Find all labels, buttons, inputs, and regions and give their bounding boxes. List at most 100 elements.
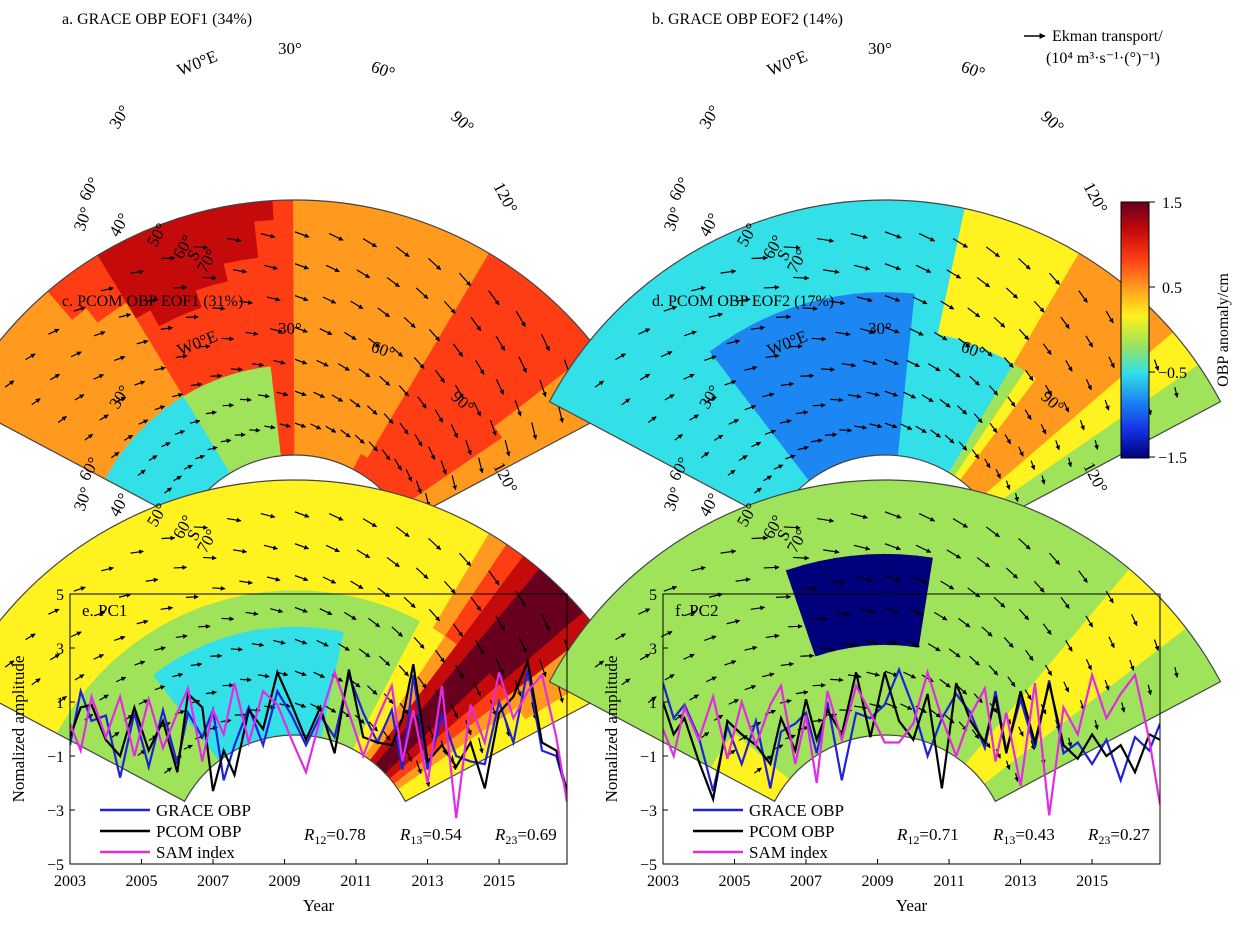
ekman-vector (279, 423, 291, 428)
field-cell (293, 199, 318, 220)
lon-label: 120° (489, 459, 521, 496)
ekman-vector (751, 441, 762, 448)
ekman-vector (118, 313, 132, 318)
ekman-vector (154, 366, 166, 371)
field-cell (251, 199, 278, 222)
field-cell (821, 201, 848, 225)
ekman-vector (137, 469, 146, 476)
ekman-vector (220, 438, 232, 444)
field-cell (974, 429, 995, 453)
correlation-symbol: R (399, 825, 411, 844)
field-cell (353, 411, 372, 435)
colorbar-tick-label: −1.5 (1158, 450, 1187, 467)
field-cell (327, 440, 342, 463)
lon-label: W0°E (764, 46, 810, 79)
field-cell (367, 720, 387, 743)
ekman-vector (138, 699, 149, 705)
field-cell (210, 436, 230, 459)
y-tick-label: 1 (56, 695, 64, 712)
field-cell (369, 419, 389, 443)
field-cell (276, 551, 297, 573)
field-cell (306, 326, 324, 349)
field-cell (192, 424, 214, 448)
field-cell (910, 438, 925, 461)
ekman-vector (202, 555, 217, 561)
field-cell (729, 477, 753, 498)
ekman-vector (1108, 356, 1115, 369)
field-cell (151, 775, 174, 794)
ekman-vector (927, 363, 941, 372)
ekman-vector (903, 391, 917, 399)
field-cell (848, 364, 865, 386)
lon-label: 30° (695, 102, 724, 132)
field-cell (1012, 469, 1035, 491)
field-cell (346, 728, 364, 751)
field-cell (823, 445, 840, 468)
field-cell (308, 570, 328, 593)
ekman-vectors (4, 231, 591, 508)
ekman-vector (49, 653, 61, 661)
ekman-vector (226, 237, 242, 243)
ekman-vector (230, 366, 243, 372)
field-cell (821, 573, 843, 597)
field-cell (791, 464, 811, 486)
field-cell (293, 588, 312, 609)
field-cell (268, 624, 285, 647)
ekman-vector (918, 233, 936, 242)
ekman-vector (190, 382, 203, 387)
field-cell (389, 765, 411, 786)
ekman-vector (915, 264, 932, 273)
field-cell (374, 445, 394, 468)
ekman-vector (663, 305, 678, 312)
ekman-vector (25, 633, 36, 641)
ekman-vector (958, 441, 968, 451)
ekman-vector (639, 373, 651, 381)
ekman-vector (452, 623, 464, 637)
field-cell (883, 199, 908, 220)
field-cell (502, 366, 531, 395)
field-cell (294, 679, 306, 700)
field-cell (268, 344, 285, 367)
field-cell (196, 225, 224, 251)
ekman-vector (322, 576, 337, 584)
ekman-vector (48, 608, 60, 615)
ekman-vector (377, 587, 390, 598)
ekman-vector (190, 662, 203, 667)
field-cell (369, 679, 389, 703)
field-cell (953, 460, 973, 482)
field-cell (427, 757, 451, 778)
ekman-vector (518, 356, 527, 373)
field-cell (376, 662, 398, 687)
field-cell (838, 440, 853, 463)
field-cell (817, 408, 835, 432)
field-cell (480, 623, 508, 652)
ekman-vector (161, 535, 176, 541)
field-cell (801, 483, 829, 509)
ekman-vector (394, 458, 402, 471)
field-cell (801, 203, 829, 229)
y-tick-label: −3 (47, 803, 64, 820)
ekman-vector (443, 300, 456, 314)
ekman-vector (185, 594, 199, 600)
field-cell (833, 273, 856, 297)
ekman-vector (773, 464, 784, 470)
ekman-vector (539, 659, 547, 678)
field-cell (897, 308, 916, 331)
ekman-vector (724, 380, 737, 386)
x-tick-label: 2015 (483, 873, 515, 890)
ekman-vector (557, 404, 564, 423)
field-cell (356, 373, 377, 398)
field-cell (967, 403, 989, 428)
ekman-vector (202, 275, 217, 281)
ekman-vector (381, 449, 391, 461)
ekman-vector (258, 673, 270, 679)
ekman-vector (884, 422, 898, 429)
field-cell (874, 399, 886, 420)
ekman-vector (322, 296, 337, 304)
field-cell (248, 440, 263, 463)
field-cell (833, 553, 856, 577)
field-cell (898, 290, 918, 313)
field-cell (981, 435, 1003, 459)
field-cell (373, 640, 395, 666)
ekman-vector (145, 297, 159, 303)
